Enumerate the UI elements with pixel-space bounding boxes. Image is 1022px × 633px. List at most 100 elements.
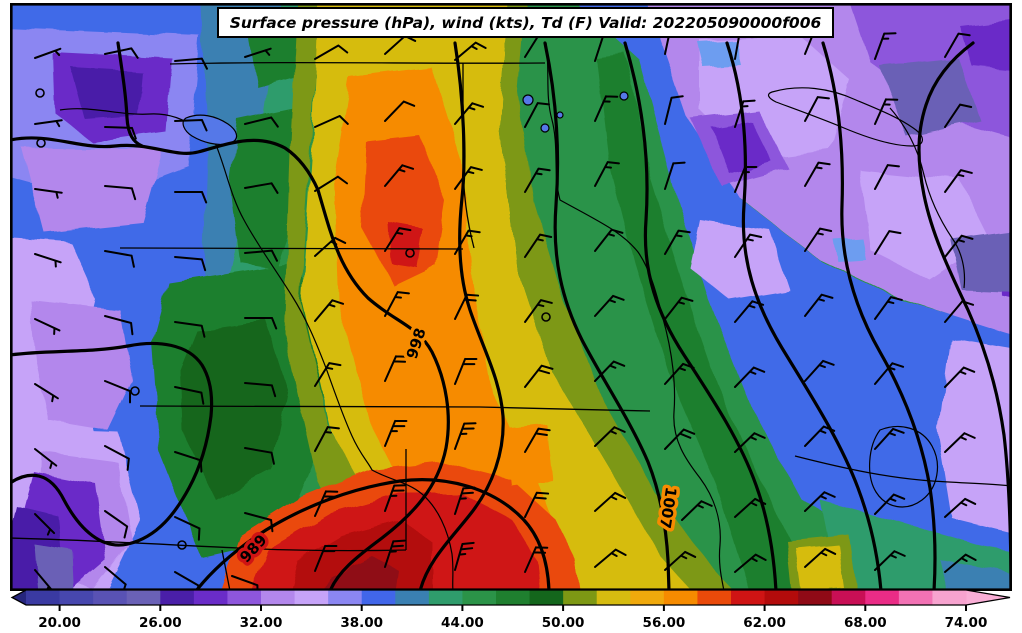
wind-barb [104, 126, 137, 140]
calm-station-icon [405, 248, 415, 258]
lake-superior-outline [767, 87, 923, 147]
wind-barb [944, 300, 975, 323]
wind-barb [34, 513, 56, 536]
wind-barb [174, 451, 203, 473]
wind-barb [454, 541, 475, 571]
wind-barb [524, 233, 553, 258]
wind-barb [804, 96, 830, 122]
wind-barb [384, 164, 415, 187]
wind-barb [524, 546, 549, 573]
colorbar-segment [529, 590, 564, 605]
wind-barb [734, 553, 767, 573]
wind-barb [594, 360, 626, 382]
colorbar-segment [865, 590, 900, 605]
wind-barb [804, 293, 834, 317]
wind-barb [804, 359, 835, 382]
wind-barb [734, 366, 766, 388]
wind-barb [524, 167, 551, 193]
wind-barb [244, 47, 272, 58]
wind-barb [244, 317, 278, 330]
colorbar-right-arrow [966, 590, 1010, 605]
wind-barb [174, 256, 207, 272]
wind-barb [104, 510, 129, 539]
wind-barb [681, 500, 713, 521]
colorbar-segment [428, 590, 464, 605]
colorbar-segment [630, 590, 665, 605]
colorbar-segment [496, 590, 531, 605]
map-title-text: Surface pressure (hPa), wind (kts), Td (… [229, 13, 822, 32]
wind-barb [34, 383, 59, 403]
colorbar-segment [395, 590, 430, 605]
wind-barb [734, 432, 766, 453]
wind-barb [944, 103, 973, 128]
wind-barb [664, 296, 694, 320]
wind-barb [874, 164, 900, 190]
wind-barb [454, 41, 487, 61]
colorbar-segment [764, 590, 799, 605]
wind-barb [524, 299, 553, 323]
wind-barb [384, 100, 416, 122]
colorbar-segment [663, 590, 699, 605]
wind-barb [384, 539, 406, 568]
wind-barb [804, 547, 837, 568]
wind-barb [664, 428, 696, 450]
colorbar-segment [294, 590, 329, 605]
colorbar-segment [731, 590, 766, 605]
small-lake [540, 123, 550, 133]
wind-barb [944, 553, 977, 573]
wind-barb [384, 291, 410, 317]
wind-barb [244, 182, 279, 194]
colorbar-segment [596, 590, 631, 605]
wind-barb [174, 57, 208, 70]
colorbar-segment [126, 590, 161, 605]
wind-barb [174, 321, 206, 338]
colorbar-segment [831, 590, 866, 605]
wind-barb [944, 366, 976, 388]
wind-barb [104, 445, 130, 471]
wind-barb [34, 188, 63, 199]
wind-barb [314, 44, 349, 60]
wind-barb [454, 293, 480, 320]
colorbar-tick-label: 50.00 [542, 615, 585, 631]
wind-barb [384, 227, 412, 252]
calm-station-icon [541, 312, 551, 322]
wind-barb [384, 484, 407, 512]
wind-barb [454, 166, 483, 190]
wind-barb [104, 380, 132, 404]
calm-station-icon [130, 386, 140, 396]
wind-barb [804, 425, 836, 447]
wind-barb [734, 497, 767, 518]
wind-barb [384, 355, 409, 382]
colorbar-segment [59, 590, 94, 605]
wind-barb [944, 432, 976, 453]
wind-barb [734, 233, 763, 258]
calm-station-icon [36, 138, 46, 148]
calm-station-icon [177, 540, 187, 550]
colorbar-tick-label: 62.00 [743, 615, 786, 631]
colorbar-tick-label: 32.00 [240, 615, 283, 631]
colorbar-segment [898, 590, 934, 605]
wind-barb [314, 175, 349, 192]
wind-barb [34, 253, 62, 268]
colorbar-tick-label: 20.00 [38, 615, 81, 631]
wind-barb [104, 250, 135, 268]
wind-barb [104, 185, 137, 201]
wind-barb [664, 362, 695, 385]
colorbar-tick-label: 44.00 [441, 615, 484, 631]
wind-barb [34, 119, 63, 128]
wind-barb [314, 362, 342, 387]
wind-barb [174, 516, 201, 541]
colorbar-tick-label: 74.00 [945, 615, 988, 631]
pressure-contour-lines [11, 41, 1011, 590]
wind-barb [524, 427, 551, 453]
colorbar-segment [93, 590, 128, 605]
colorbar-segment [227, 590, 262, 605]
wind-barb [244, 382, 277, 398]
wind-barb [594, 228, 624, 252]
wind-barb [874, 493, 906, 515]
calm-station-icon [35, 88, 45, 98]
wind-barb [874, 32, 897, 60]
wind-barb [734, 165, 758, 193]
wind-barb [454, 357, 478, 385]
